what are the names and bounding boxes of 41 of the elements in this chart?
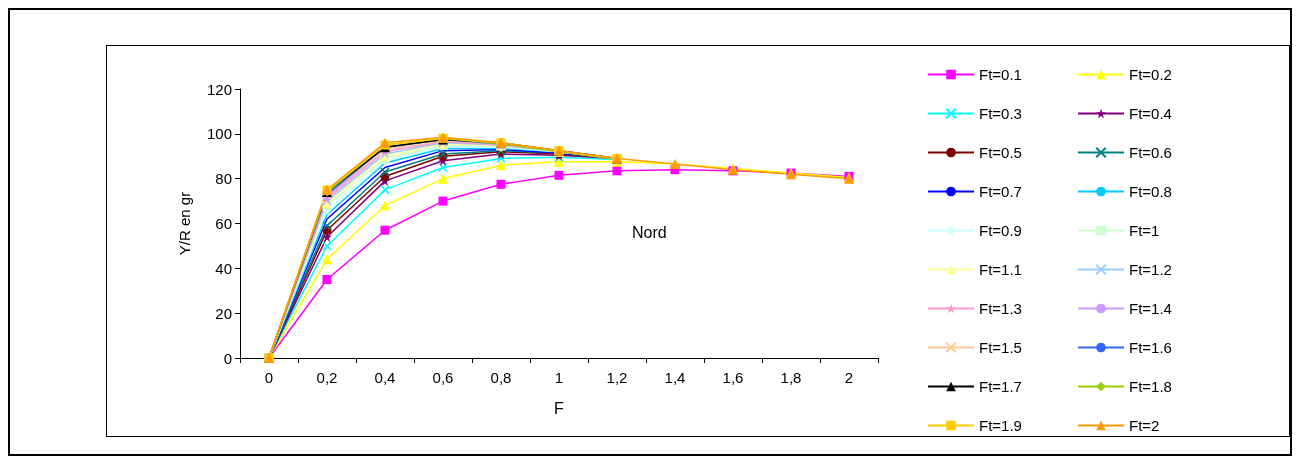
y-tick-label: 100 (206, 125, 232, 143)
x-tick-label: 1,2 (606, 369, 628, 386)
legend-label: Ft=0.3 (979, 105, 1022, 122)
x-tick-label: 0,2 (316, 369, 338, 386)
legend-label: Ft=1.8 (1129, 378, 1172, 395)
x-tick-label: 0 (264, 369, 274, 386)
legend-label: Ft=0.5 (979, 144, 1022, 161)
legend-label: Ft=0.8 (1129, 183, 1172, 200)
y-axis-title: Y/R en gr (176, 191, 193, 256)
legend-label: Ft=1 (1129, 222, 1160, 239)
legend-label: Ft=1.7 (979, 378, 1022, 395)
x-tick-label: 0,6 (432, 369, 454, 386)
legend-label: Ft=0.2 (1129, 66, 1172, 83)
legend-label: Ft=0.1 (979, 66, 1022, 83)
y-tick-label: 40 (215, 259, 232, 277)
x-tick-label: 0,8 (490, 369, 512, 386)
legend-label: Ft=1.3 (979, 300, 1022, 317)
legend-label: Ft=1.5 (979, 339, 1022, 356)
y-tick-label: 20 (215, 304, 232, 322)
y-tick-label: 80 (215, 170, 232, 188)
x-axis-title: F (554, 399, 565, 417)
annotation: Nord (632, 223, 667, 241)
legend-label: Ft=0.7 (979, 183, 1022, 200)
x-tick-label: 2 (844, 369, 854, 386)
legend-label: Ft=0.4 (1129, 105, 1172, 122)
legend-label: Ft=1.2 (1129, 261, 1172, 278)
x-tick-label: 0,4 (374, 369, 396, 386)
y-tick-label: 120 (206, 80, 232, 98)
legend-label: Ft=1.4 (1129, 300, 1172, 317)
y-tick-label: 60 (215, 215, 232, 232)
x-tick-label: 1,4 (664, 369, 686, 386)
y-tick-label: 0 (223, 349, 232, 367)
x-tick-label: 1 (554, 369, 564, 386)
legend-label: Ft=1.6 (1129, 339, 1172, 356)
legend-label: Ft=1.9 (979, 417, 1022, 434)
x-tick-label: 1,6 (722, 369, 744, 386)
x-tick-label: 1,8 (780, 369, 802, 386)
legend-label: Ft=1.1 (979, 261, 1022, 278)
legend-label: Ft=0.6 (1129, 144, 1172, 161)
legend-label: Ft=2 (1129, 417, 1160, 434)
legend-label: Ft=0.9 (979, 222, 1022, 239)
